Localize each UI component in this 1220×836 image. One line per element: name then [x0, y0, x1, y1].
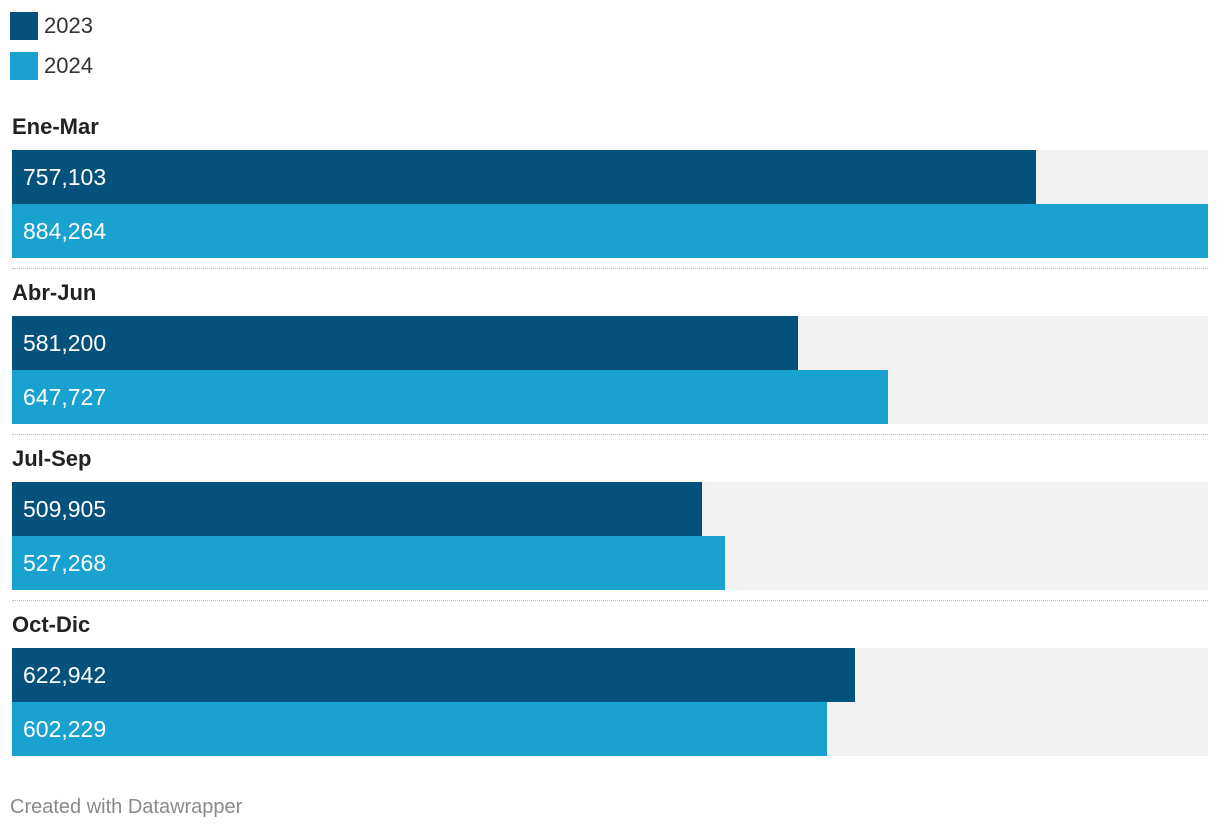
- bar-track: 757,103: [12, 150, 1208, 204]
- group-separator: [12, 268, 1208, 269]
- category-group: Jul-Sep 509,905 527,268: [12, 442, 1208, 608]
- credit-footer: Created with Datawrapper: [10, 796, 243, 818]
- bar: [12, 536, 725, 590]
- category-label: Jul-Sep: [12, 446, 92, 471]
- bar: [12, 204, 1208, 258]
- bar: [12, 482, 702, 536]
- legend-label-2023: 2023: [44, 13, 93, 38]
- bar-value-label: 622,942: [23, 662, 107, 688]
- bar-chart: Ene-Mar 757,103 884,264 Abr-Jun 581,200 …: [12, 110, 1208, 774]
- bar-track: 622,942: [12, 648, 1208, 702]
- legend-item-2023: 2023: [10, 12, 93, 40]
- bar-track: 884,264: [12, 204, 1208, 258]
- category-group: Ene-Mar 757,103 884,264: [12, 110, 1208, 276]
- bar: [12, 702, 827, 756]
- category-group: Oct-Dic 622,942 602,229: [12, 608, 1208, 774]
- bar-track: 581,200: [12, 316, 1208, 370]
- legend-item-2024: 2024: [10, 52, 93, 80]
- bar-value-label: 647,727: [23, 384, 107, 410]
- group-separator: [12, 600, 1208, 601]
- legend-swatch-2024: [10, 52, 38, 80]
- bar: [12, 648, 855, 702]
- bar: [12, 370, 888, 424]
- legend: 2023 2024: [10, 12, 93, 92]
- bar-track: 527,268: [12, 536, 1208, 590]
- category-label: Oct-Dic: [12, 612, 91, 637]
- bar-value-label: 509,905: [23, 496, 107, 522]
- bar-track: 647,727: [12, 370, 1208, 424]
- bar-track: 602,229: [12, 702, 1208, 756]
- bar: [12, 150, 1036, 204]
- bar-value-label: 757,103: [23, 164, 107, 190]
- category-label: Ene-Mar: [12, 114, 99, 139]
- category-group: Abr-Jun 581,200 647,727: [12, 276, 1208, 442]
- legend-label-2024: 2024: [44, 53, 93, 78]
- bar-track: 509,905: [12, 482, 1208, 536]
- bar-value-label: 527,268: [23, 550, 107, 576]
- bar: [12, 316, 798, 370]
- legend-swatch-2023: [10, 12, 38, 40]
- group-separator: [12, 434, 1208, 435]
- bar-value-label: 884,264: [23, 218, 107, 244]
- bar-value-label: 581,200: [23, 330, 107, 356]
- bar-value-label: 602,229: [23, 716, 107, 742]
- category-label: Abr-Jun: [12, 280, 97, 305]
